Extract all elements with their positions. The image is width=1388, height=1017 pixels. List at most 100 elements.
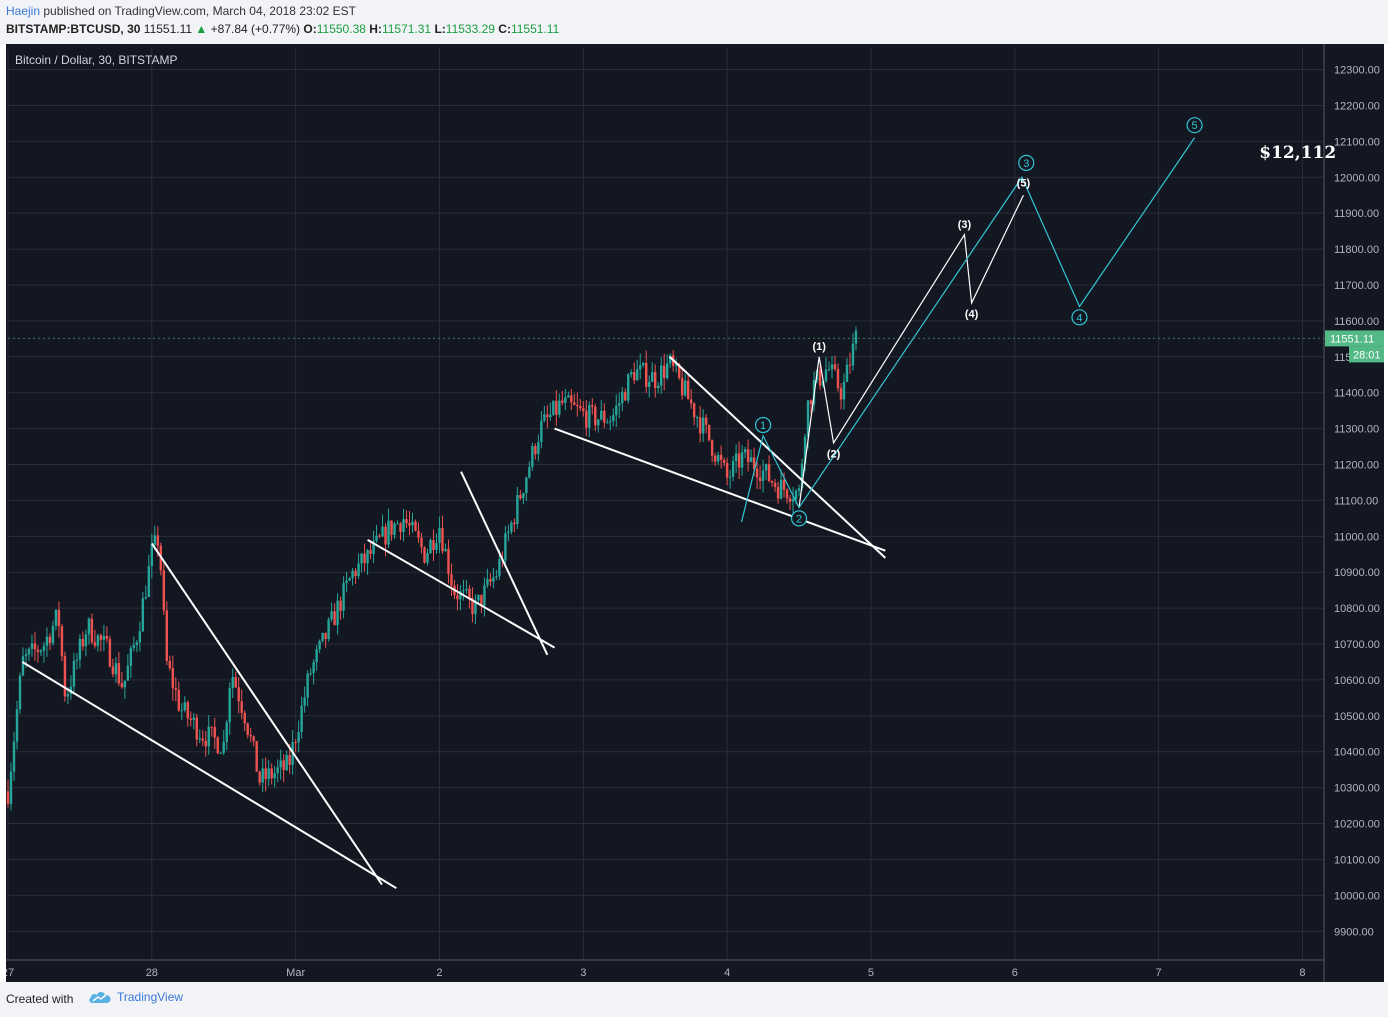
- candle-body: [701, 417, 705, 434]
- price-chart[interactable]: 12300.00 12200.00 12100.00 12000.00 11900.00…: [6, 44, 1384, 982]
- candle-body: [594, 406, 597, 426]
- candle-body: [30, 643, 34, 649]
- candle-body: [782, 479, 786, 490]
- candle-body: [788, 498, 792, 502]
- candle-body: [480, 594, 483, 606]
- chart-area[interactable]: 12300.00 12200.00 12100.00 12000.00 11900.00…: [6, 44, 1384, 982]
- candle-body: [270, 768, 273, 779]
- wave-primary-marker: [1071, 309, 1088, 326]
- candle-body: [312, 662, 315, 674]
- candle-body: [570, 395, 573, 403]
- candle-body: [222, 741, 225, 753]
- y-tick-label: 11700.00: [1334, 280, 1379, 292]
- x-tick-label: 7: [1156, 967, 1162, 979]
- candle-body: [369, 550, 372, 554]
- candle-body: [384, 526, 387, 545]
- candle-body: [680, 377, 684, 396]
- candle-body: [698, 417, 702, 434]
- candle-body: [186, 702, 189, 719]
- candle-body: [234, 676, 237, 688]
- candle-body: [522, 493, 525, 499]
- author-link[interactable]: Haejin: [6, 4, 41, 18]
- candle-body: [749, 457, 753, 463]
- candle-body: [546, 414, 549, 418]
- candle-body: [336, 600, 339, 626]
- y-tick-label: 11800.00: [1334, 244, 1379, 256]
- time-badge-label: 28:01: [1353, 349, 1381, 361]
- candle-body: [758, 477, 762, 481]
- y-tick-label: 12200.00: [1334, 100, 1380, 112]
- trendline: [367, 539, 556, 649]
- candle-body: [579, 406, 582, 409]
- candle-body: [624, 392, 627, 401]
- candle-body: [183, 702, 186, 711]
- candle-body: [645, 362, 648, 387]
- wave-primary-label: 1: [760, 420, 766, 432]
- candle-body: [99, 635, 103, 640]
- candle-body: [630, 372, 633, 375]
- y-tick-label: 11300.00: [1334, 424, 1379, 436]
- candle-body: [743, 449, 747, 453]
- candle-body: [426, 553, 429, 563]
- candle-body: [540, 420, 543, 443]
- candle-body: [180, 710, 183, 712]
- candle-body: [366, 550, 369, 564]
- wave-primary-label: 5: [1191, 120, 1197, 132]
- candle-body: [827, 369, 831, 371]
- tradingview-brand: TradingView: [117, 990, 184, 1004]
- wave-primary-marker: [754, 416, 772, 434]
- candle-body: [534, 445, 537, 455]
- candle-body: [39, 650, 43, 653]
- candle-body: [165, 610, 169, 661]
- candle-body: [713, 455, 717, 462]
- candle-body: [378, 535, 381, 537]
- candle-body: [246, 723, 249, 735]
- candle-body: [627, 374, 630, 401]
- candle-body: [171, 667, 174, 689]
- y-tick-label: 10900.00: [1334, 567, 1380, 579]
- x-tick-label: Mar: [286, 967, 305, 979]
- target-annotation: $12,112: [1259, 143, 1336, 163]
- candle-body: [273, 773, 276, 779]
- candle-body: [351, 570, 354, 579]
- wave-primary-label: 3: [1023, 158, 1029, 170]
- candle-body: [510, 522, 513, 532]
- candle-body: [615, 405, 618, 416]
- candle-body: [552, 400, 555, 415]
- candle-body: [414, 521, 417, 531]
- candle-body: [240, 701, 243, 713]
- candle-body: [432, 539, 435, 551]
- wave-primary-label: 2: [796, 513, 802, 525]
- candle-body: [63, 656, 67, 697]
- candle-body: [24, 654, 28, 657]
- x-tick-label: 8: [1299, 967, 1305, 979]
- candle-body: [405, 519, 408, 524]
- chart-title: Bitcoin / Dollar, 30, BITSTAMP: [15, 53, 178, 67]
- price-badge-label: 11551.11: [1330, 333, 1374, 345]
- candle-body: [78, 638, 82, 660]
- candle-body: [686, 380, 690, 400]
- candle-body: [468, 588, 471, 598]
- candle-body: [761, 470, 765, 481]
- tradingview-link[interactable]: TradingView: [88, 990, 183, 1004]
- y-tick-label: 12100.00: [1334, 136, 1380, 148]
- x-tick-label: 6: [1012, 967, 1018, 979]
- y-tick-label: 10000.00: [1334, 890, 1380, 902]
- candle-body: [333, 611, 336, 626]
- candle-body: [66, 694, 70, 697]
- candle-body: [348, 578, 351, 581]
- quote-line: BITSTAMP:BTCUSD, 30 11551.11 ▲ +87.84 (+…: [6, 22, 559, 36]
- candle-body: [390, 520, 393, 535]
- candle-body: [833, 364, 837, 370]
- y-tick-label: 11600.00: [1334, 316, 1379, 328]
- wave-minor-label: (4): [965, 309, 979, 321]
- candle-body: [207, 726, 210, 747]
- candle-body: [806, 400, 810, 437]
- candle-body: [525, 477, 528, 494]
- candle-body: [45, 636, 49, 646]
- candle-body: [12, 741, 16, 772]
- candle-body: [731, 461, 735, 477]
- candle-body: [576, 404, 579, 407]
- candle-body: [408, 523, 411, 526]
- candle-body: [489, 578, 492, 582]
